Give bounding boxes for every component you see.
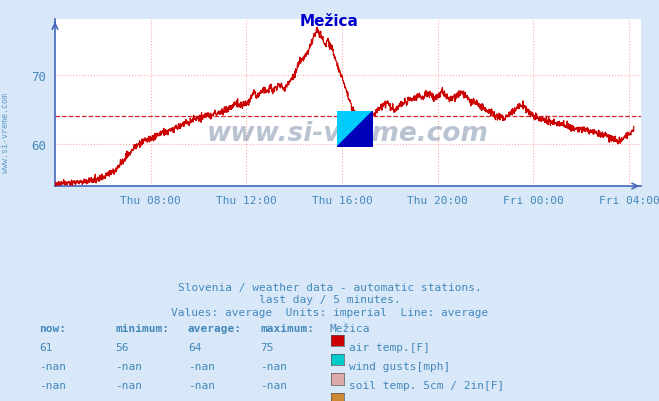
Text: -nan: -nan <box>188 361 215 371</box>
Text: -nan: -nan <box>40 381 67 391</box>
Text: now:: now: <box>40 323 67 333</box>
Text: Mežica: Mežica <box>330 323 370 333</box>
Polygon shape <box>337 111 374 148</box>
Text: minimum:: minimum: <box>115 323 169 333</box>
Text: -nan: -nan <box>260 381 287 391</box>
Text: -nan: -nan <box>260 400 287 401</box>
Text: -nan: -nan <box>40 400 67 401</box>
Text: -nan: -nan <box>40 361 67 371</box>
Text: -nan: -nan <box>188 400 215 401</box>
Text: 61: 61 <box>40 342 53 352</box>
Text: Mežica: Mežica <box>300 14 359 29</box>
Text: -nan: -nan <box>188 381 215 391</box>
Polygon shape <box>337 111 374 148</box>
Text: www.si-vreme.com: www.si-vreme.com <box>1 92 10 172</box>
Text: soil temp. 10cm / 4in[F]: soil temp. 10cm / 4in[F] <box>349 400 511 401</box>
Text: -nan: -nan <box>115 400 142 401</box>
Polygon shape <box>337 111 374 148</box>
Text: 56: 56 <box>115 342 129 352</box>
Text: soil temp. 5cm / 2in[F]: soil temp. 5cm / 2in[F] <box>349 381 505 391</box>
Text: maximum:: maximum: <box>260 323 314 333</box>
Text: -nan: -nan <box>260 361 287 371</box>
Text: average:: average: <box>188 323 242 333</box>
Text: www.si-vreme.com: www.si-vreme.com <box>207 120 489 146</box>
Text: -nan: -nan <box>115 361 142 371</box>
Text: Slovenia / weather data - automatic stations.: Slovenia / weather data - automatic stat… <box>178 283 481 293</box>
Text: Values: average  Units: imperial  Line: average: Values: average Units: imperial Line: av… <box>171 307 488 317</box>
Text: last day / 5 minutes.: last day / 5 minutes. <box>258 295 401 305</box>
Text: air temp.[F]: air temp.[F] <box>349 342 430 352</box>
Text: -nan: -nan <box>115 381 142 391</box>
Text: wind gusts[mph]: wind gusts[mph] <box>349 361 451 371</box>
Text: 75: 75 <box>260 342 273 352</box>
Text: 64: 64 <box>188 342 201 352</box>
